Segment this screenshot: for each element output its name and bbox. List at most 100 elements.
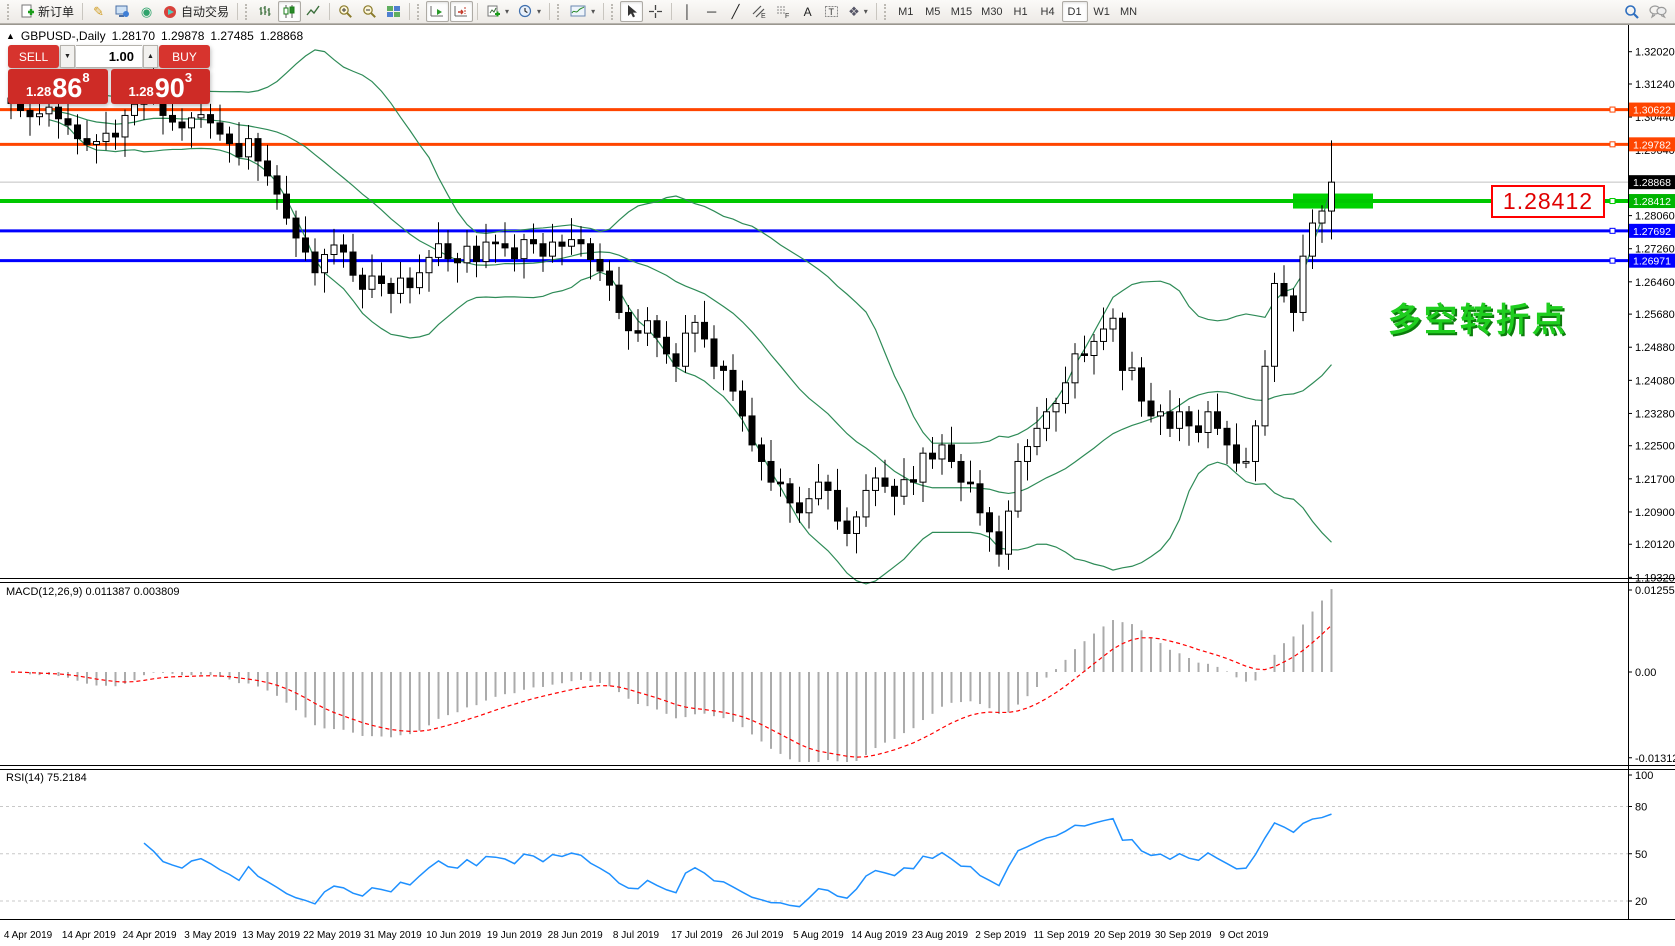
trendline-button[interactable]: ╱ [724,1,747,22]
fibonacci-button[interactable]: F [772,1,795,22]
candle-body[interactable] [900,479,908,497]
candle-body[interactable] [691,321,699,334]
toolbox-button[interactable]: ✎ [87,1,110,22]
candle-body[interactable] [1204,411,1212,433]
candle-body[interactable] [463,245,471,264]
candle-body[interactable] [131,103,138,116]
price-tag[interactable] [1629,223,1675,238]
candle-body[interactable] [805,498,813,514]
candle-body[interactable] [273,175,281,195]
candle-body[interactable] [1081,353,1088,357]
cursor-button[interactable] [620,1,644,22]
candle-body[interactable] [216,122,224,135]
volume-increase-button[interactable]: ▲ [143,45,158,68]
line-handle[interactable] [1609,257,1616,264]
timeframe-h1[interactable]: H1 [1013,5,1028,18]
candle-body[interactable] [1195,425,1202,433]
candle-body[interactable] [910,479,917,483]
candle-body[interactable] [406,277,414,289]
candle-body[interactable] [473,245,480,263]
candle-body[interactable] [919,452,927,483]
candle-body[interactable] [1052,403,1060,413]
candle-body[interactable] [577,239,585,245]
candle-body[interactable] [245,138,252,158]
candle-body[interactable] [767,460,775,483]
candle-body[interactable] [1157,411,1164,417]
candle-body[interactable] [872,477,879,491]
candle-body[interactable] [653,320,661,338]
candle-body[interactable] [188,117,195,129]
candle-body[interactable] [330,244,338,256]
candle-body[interactable] [64,118,72,126]
candle-body[interactable] [530,239,537,245]
candle-body[interactable] [539,243,547,257]
candle-body[interactable] [976,483,984,514]
candle-body[interactable] [644,320,651,334]
candle-body[interactable] [663,336,670,355]
buy-price-display[interactable]: 1.28 90 3 [110,69,210,104]
candle-body[interactable] [1090,340,1098,357]
candle-body[interactable] [435,243,442,258]
candle-body[interactable] [729,369,737,392]
line-handle[interactable] [1609,141,1616,148]
candle-body[interactable] [834,489,841,522]
candle-body[interactable] [93,141,100,145]
candle-body[interactable] [682,332,689,367]
candle-body[interactable] [824,481,832,491]
candle-body[interactable] [596,258,604,272]
vertical-line-button[interactable]: │ [676,1,699,22]
candle-body[interactable] [311,251,319,274]
search-button[interactable] [1620,1,1644,22]
candle-body[interactable] [1176,411,1183,429]
candle-body[interactable] [368,275,376,290]
candle-body[interactable] [397,277,404,294]
price-tag[interactable] [1629,102,1675,117]
candle-body[interactable] [292,217,300,239]
timeframe-w1[interactable]: W1 [1093,5,1110,18]
candle-body[interactable] [606,270,613,286]
candle-body[interactable] [748,415,756,446]
candle-body[interactable] [1299,255,1307,313]
bar-chart-button[interactable] [254,1,277,22]
candle-body[interactable] [1071,353,1079,384]
candle-body[interactable] [1100,328,1107,342]
timeframe-d1[interactable]: D1 [1061,1,1088,22]
candle-body[interactable] [492,241,499,245]
candle-body[interactable] [796,502,803,514]
candle-body[interactable] [938,444,946,460]
price-tag[interactable] [1629,194,1675,209]
equidistant-channel-button[interactable]: E [748,1,771,22]
text-button[interactable]: A [796,1,819,22]
candle-body[interactable] [1128,367,1136,371]
candle-body[interactable] [121,114,129,138]
candle-body[interactable] [178,121,186,129]
candle-body[interactable] [1138,367,1145,402]
candle-body[interactable] [739,390,746,417]
candle-body[interactable] [1328,181,1335,212]
candle-body[interactable] [558,241,566,247]
candle-body[interactable] [1005,510,1012,555]
candle-body[interactable] [454,258,461,264]
candle-body[interactable] [815,481,822,500]
candle-body[interactable] [197,114,205,119]
candle-body[interactable] [929,452,936,460]
candle-body[interactable] [302,237,309,253]
candle-body[interactable] [17,102,24,111]
candle-body[interactable] [862,489,870,518]
candle-body[interactable] [340,244,347,253]
candle-body[interactable] [102,132,110,143]
candle-body[interactable] [1033,427,1041,448]
volume-decrease-button[interactable]: ▼ [60,45,75,68]
candle-body[interactable] [1119,317,1126,371]
candle-body[interactable] [843,520,851,534]
candle-body[interactable] [1261,365,1269,427]
candle-body[interactable] [710,338,718,367]
candle-body[interactable] [701,321,708,340]
candle-body[interactable] [74,124,81,140]
line-handle[interactable] [1609,106,1616,113]
candle-body[interactable] [416,272,423,289]
candle-body[interactable] [1185,411,1193,427]
candle-body[interactable] [957,460,965,483]
candle-body[interactable] [587,243,594,260]
candle-body[interactable] [387,282,395,294]
